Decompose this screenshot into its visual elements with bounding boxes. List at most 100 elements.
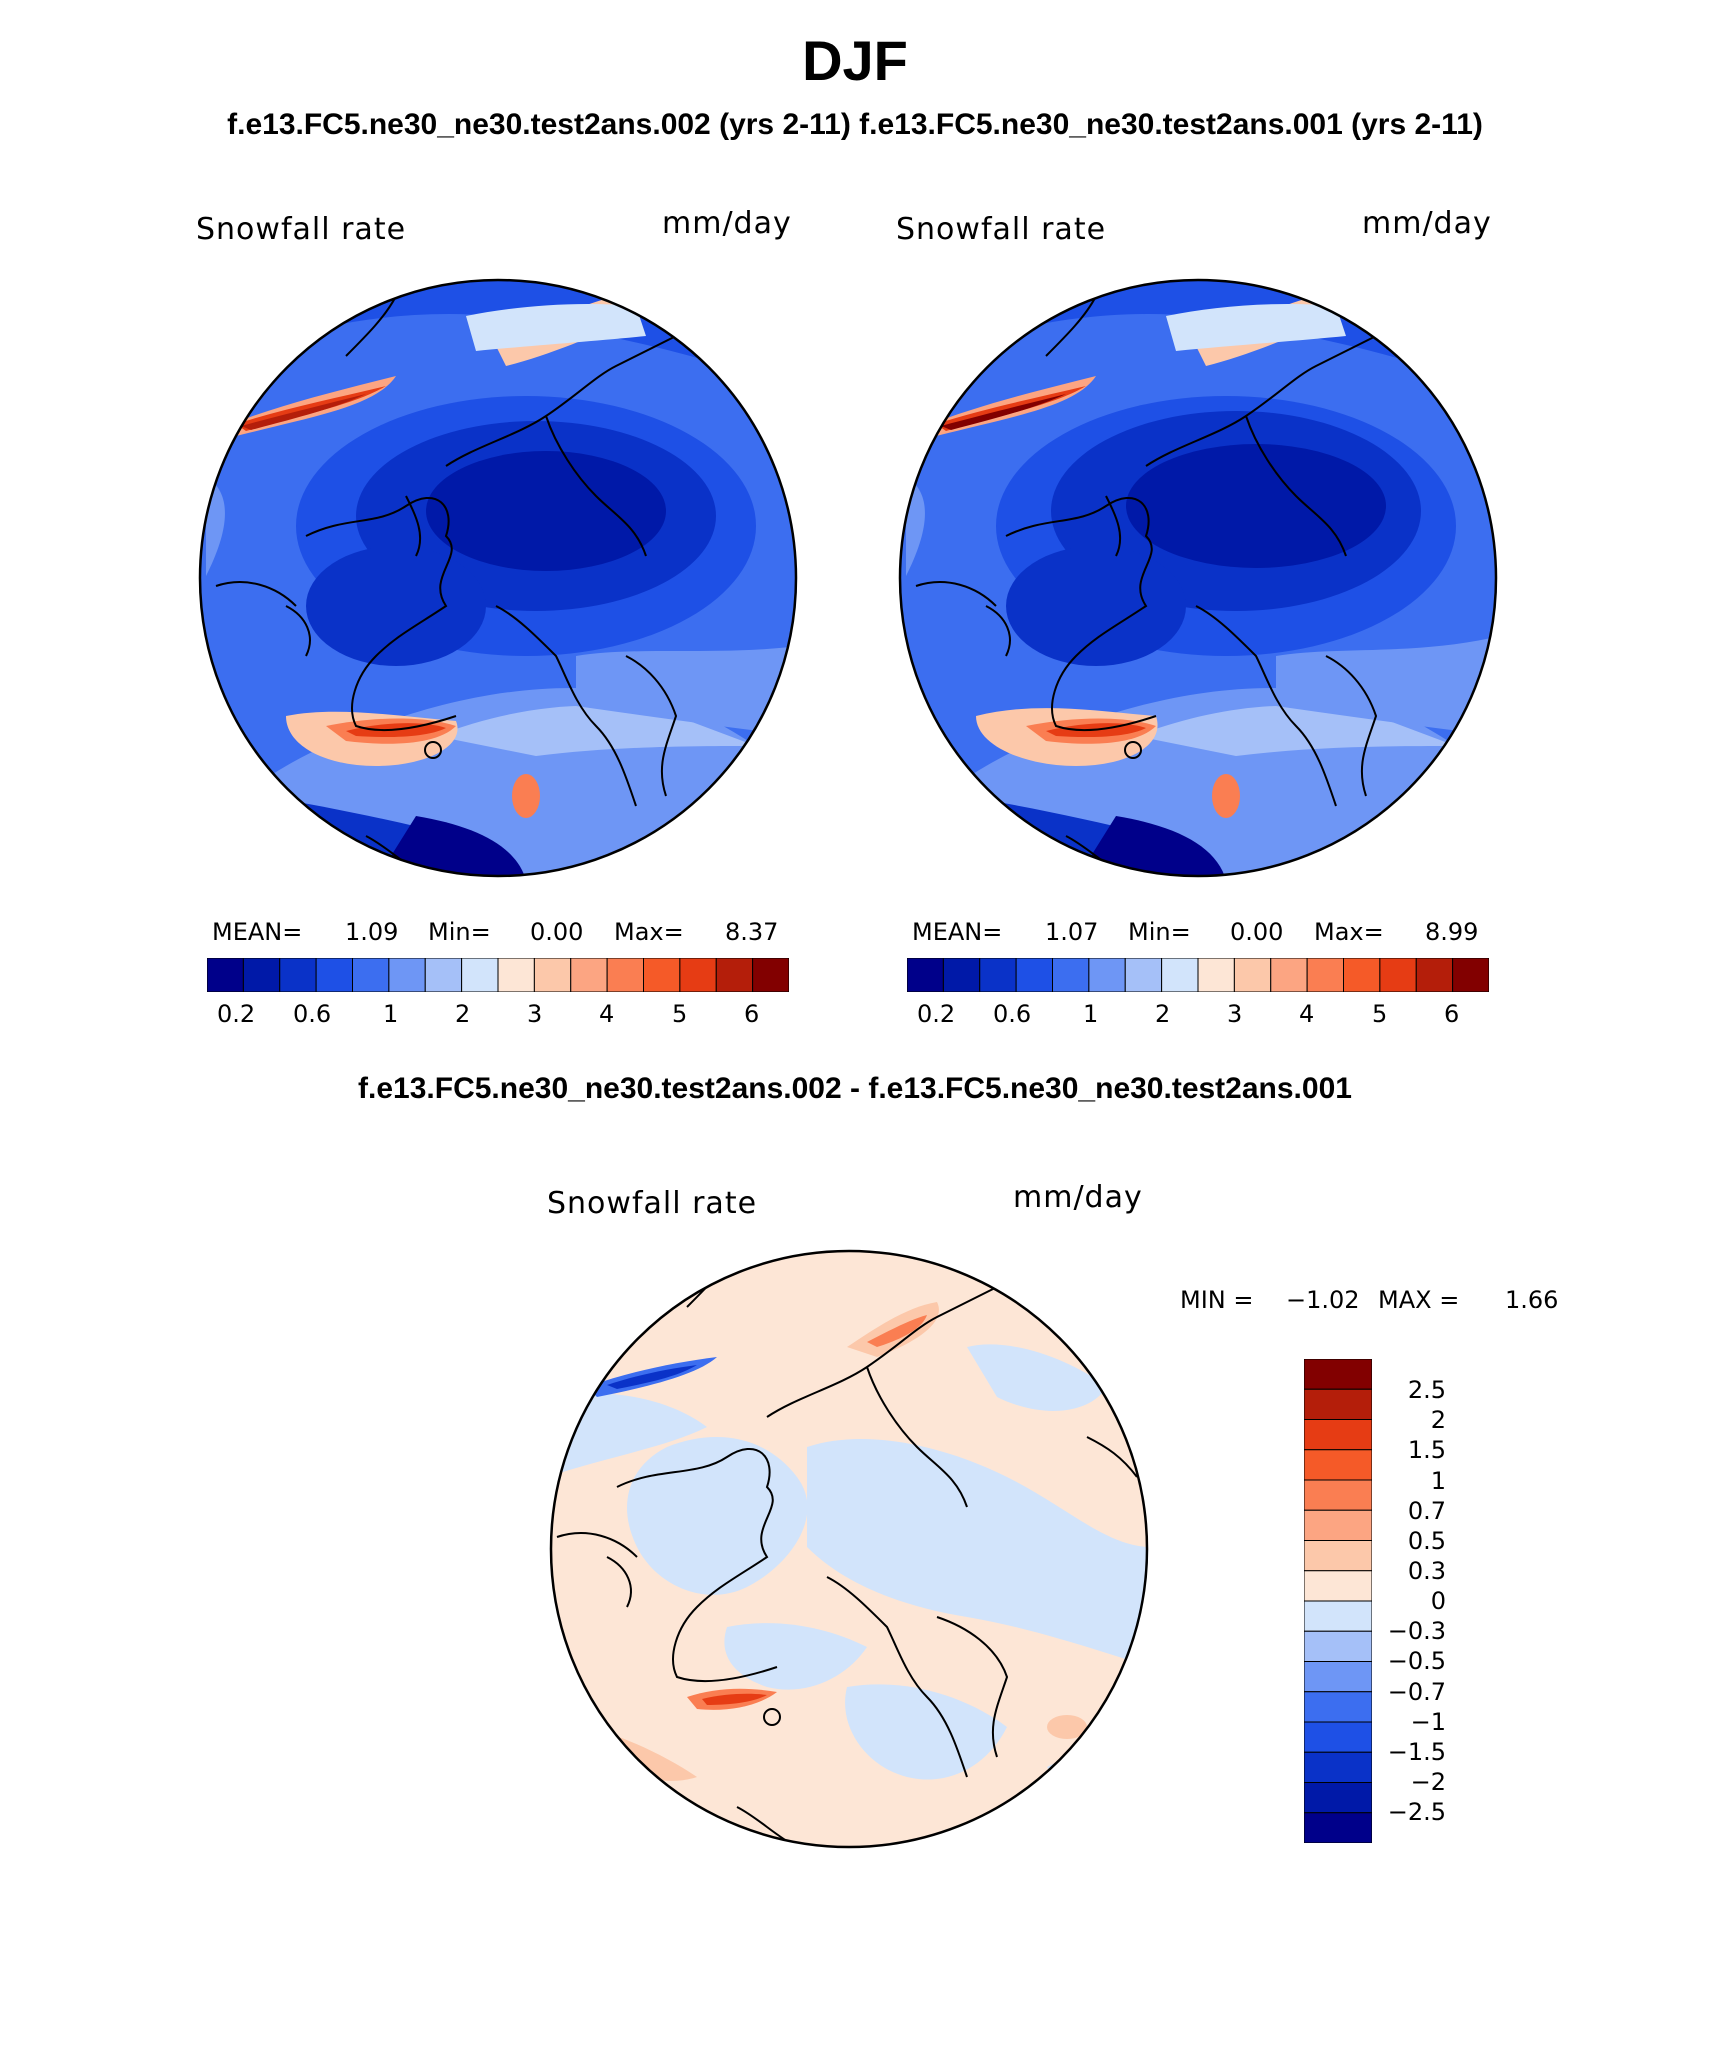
- colorbar-swatch: [1233, 958, 1272, 992]
- colorbar-swatch: [942, 958, 981, 992]
- colorbar-swatch: [907, 958, 944, 992]
- panel2-units-label: mm/day: [1362, 206, 1492, 241]
- colorbar-swatch: [1052, 958, 1090, 992]
- cbar-tick: 2: [1155, 1000, 1171, 1028]
- colorbar-swatch: [1304, 1419, 1372, 1451]
- cbar-tick: −0.3: [1387, 1617, 1446, 1645]
- cbar-tick: −0.7: [1387, 1678, 1446, 1706]
- cbar-tick: −1.5: [1387, 1738, 1446, 1766]
- panel2-max-value: 8.99: [1425, 918, 1479, 946]
- cbar-tick: 4: [599, 1000, 615, 1028]
- panel2-colorbar-ticks: 0.2 0.6 1 2 3 4 5 6: [907, 1000, 1489, 1030]
- cbar-tick: 2.5: [1407, 1376, 1446, 1404]
- cbar-tick: 0.5: [1407, 1527, 1446, 1555]
- colorbar-swatch: [715, 958, 754, 992]
- panel1-mean-value: 1.09: [345, 918, 399, 946]
- colorbar-swatch: [1304, 1388, 1372, 1420]
- cbar-tick: −1: [1410, 1708, 1446, 1736]
- cbar-tick: 0.7: [1407, 1497, 1446, 1525]
- cbar-tick: 6: [1444, 1000, 1460, 1028]
- cbar-tick: 1: [1430, 1467, 1446, 1495]
- colorbar-swatch: [207, 958, 244, 992]
- colorbar-swatch: [1304, 1449, 1372, 1481]
- colorbar-swatch: [533, 958, 572, 992]
- panel2-min-value: 0.00: [1230, 918, 1284, 946]
- cbar-tick: −0.5: [1387, 1647, 1446, 1675]
- cbar-tick: 5: [672, 1000, 688, 1028]
- cbar-tick: 0: [1430, 1587, 1446, 1615]
- panel1-mean-label: MEAN=: [212, 918, 303, 946]
- colorbar-swatch: [1304, 1509, 1372, 1541]
- panel1-colorbar-ticks: 0.2 0.6 1 2 3 4 5 6: [207, 1000, 789, 1030]
- panel1-variable-label: Snowfall rate: [196, 212, 407, 247]
- diff-max-value: 1.66: [1505, 1286, 1559, 1314]
- colorbar-swatch: [1304, 1540, 1372, 1572]
- cbar-tick: −2.5: [1387, 1798, 1446, 1826]
- diff-max-label: MAX =: [1378, 1286, 1460, 1314]
- panel1-colorbar: [207, 958, 789, 992]
- difference-polar-map: [549, 1249, 1149, 1849]
- season-title: DJF: [802, 29, 908, 92]
- colorbar-swatch: [1304, 1600, 1372, 1632]
- colorbar-swatch: [1304, 1630, 1372, 1662]
- panel2-polar-map: [898, 278, 1498, 878]
- cbar-tick: 3: [527, 1000, 543, 1028]
- diff-variable-label: Snowfall rate: [547, 1186, 758, 1221]
- colorbar-swatch: [424, 958, 463, 992]
- panel1-polar-map: [198, 278, 798, 878]
- colorbar-swatch: [352, 958, 390, 992]
- colorbar-swatch: [1306, 958, 1344, 992]
- colorbar-swatch: [606, 958, 644, 992]
- diff-units-label: mm/day: [1013, 1180, 1143, 1215]
- panel1-units-label: mm/day: [662, 206, 792, 241]
- colorbar-swatch: [1379, 958, 1417, 992]
- colorbar-swatch: [279, 958, 317, 992]
- colorbar-swatch: [388, 958, 426, 992]
- cbar-tick: 2: [1430, 1406, 1446, 1434]
- cbar-tick: 2: [455, 1000, 471, 1028]
- panel2-mean-label: MEAN=: [912, 918, 1003, 946]
- cbar-tick: 0.6: [993, 1000, 1032, 1028]
- panel2-max-label: Max=: [1314, 918, 1384, 946]
- colorbar-swatch: [1304, 1661, 1372, 1693]
- cbar-tick: 6: [744, 1000, 760, 1028]
- colorbar-swatch: [1343, 958, 1381, 992]
- colorbar-swatch: [1304, 1782, 1372, 1814]
- colorbar-swatch: [1304, 1751, 1372, 1783]
- panel1-max-label: Max=: [614, 918, 684, 946]
- colorbar-swatch: [1415, 958, 1454, 992]
- colorbar-swatch: [1161, 958, 1199, 992]
- colorbar-swatch: [679, 958, 717, 992]
- cbar-tick: 3: [1227, 1000, 1243, 1028]
- colorbar-swatch: [1304, 1570, 1372, 1602]
- difference-colorbar-ticks: 2.5 2 1.5 1 0.7 0.5 0.3 0 −0.3 −0.5 −0.7…: [1380, 1359, 1480, 1843]
- colorbar-swatch: [1304, 1691, 1372, 1723]
- colorbar-swatch: [1452, 958, 1489, 992]
- colorbar-swatch: [1197, 958, 1235, 992]
- colorbar-swatch: [570, 958, 608, 992]
- cbar-tick: 4: [1299, 1000, 1315, 1028]
- panel2-colorbar: [907, 958, 1489, 992]
- colorbar-swatch: [1015, 958, 1053, 992]
- colorbar-swatch: [1304, 1359, 1372, 1390]
- colorbar-swatch: [752, 958, 789, 992]
- colorbar-swatch: [1124, 958, 1163, 992]
- colorbar-swatch: [1270, 958, 1308, 992]
- cbar-tick: 0.2: [217, 1000, 256, 1028]
- diff-min-label: MIN =: [1180, 1286, 1254, 1314]
- cbar-tick: 0.6: [293, 1000, 332, 1028]
- diff-min-value: −1.02: [1286, 1286, 1360, 1314]
- cbar-tick: 0.2: [917, 1000, 956, 1028]
- panel2-variable-label: Snowfall rate: [896, 212, 1107, 247]
- colorbar-swatch: [1304, 1479, 1372, 1511]
- cbar-tick: 1: [1083, 1000, 1099, 1028]
- colorbar-swatch: [242, 958, 281, 992]
- panel2-mean-value: 1.07: [1045, 918, 1099, 946]
- cbar-tick: 1: [383, 1000, 399, 1028]
- cases-subtitle: f.e13.FC5.ne30_ne30.test2ans.002 (yrs 2-…: [227, 108, 1483, 141]
- panel1-max-value: 8.37: [725, 918, 779, 946]
- colorbar-swatch: [1304, 1721, 1372, 1753]
- difference-title: f.e13.FC5.ne30_ne30.test2ans.002 - f.e13…: [358, 1072, 1352, 1105]
- panel1-min-label: Min=: [428, 918, 491, 946]
- colorbar-swatch: [1088, 958, 1126, 992]
